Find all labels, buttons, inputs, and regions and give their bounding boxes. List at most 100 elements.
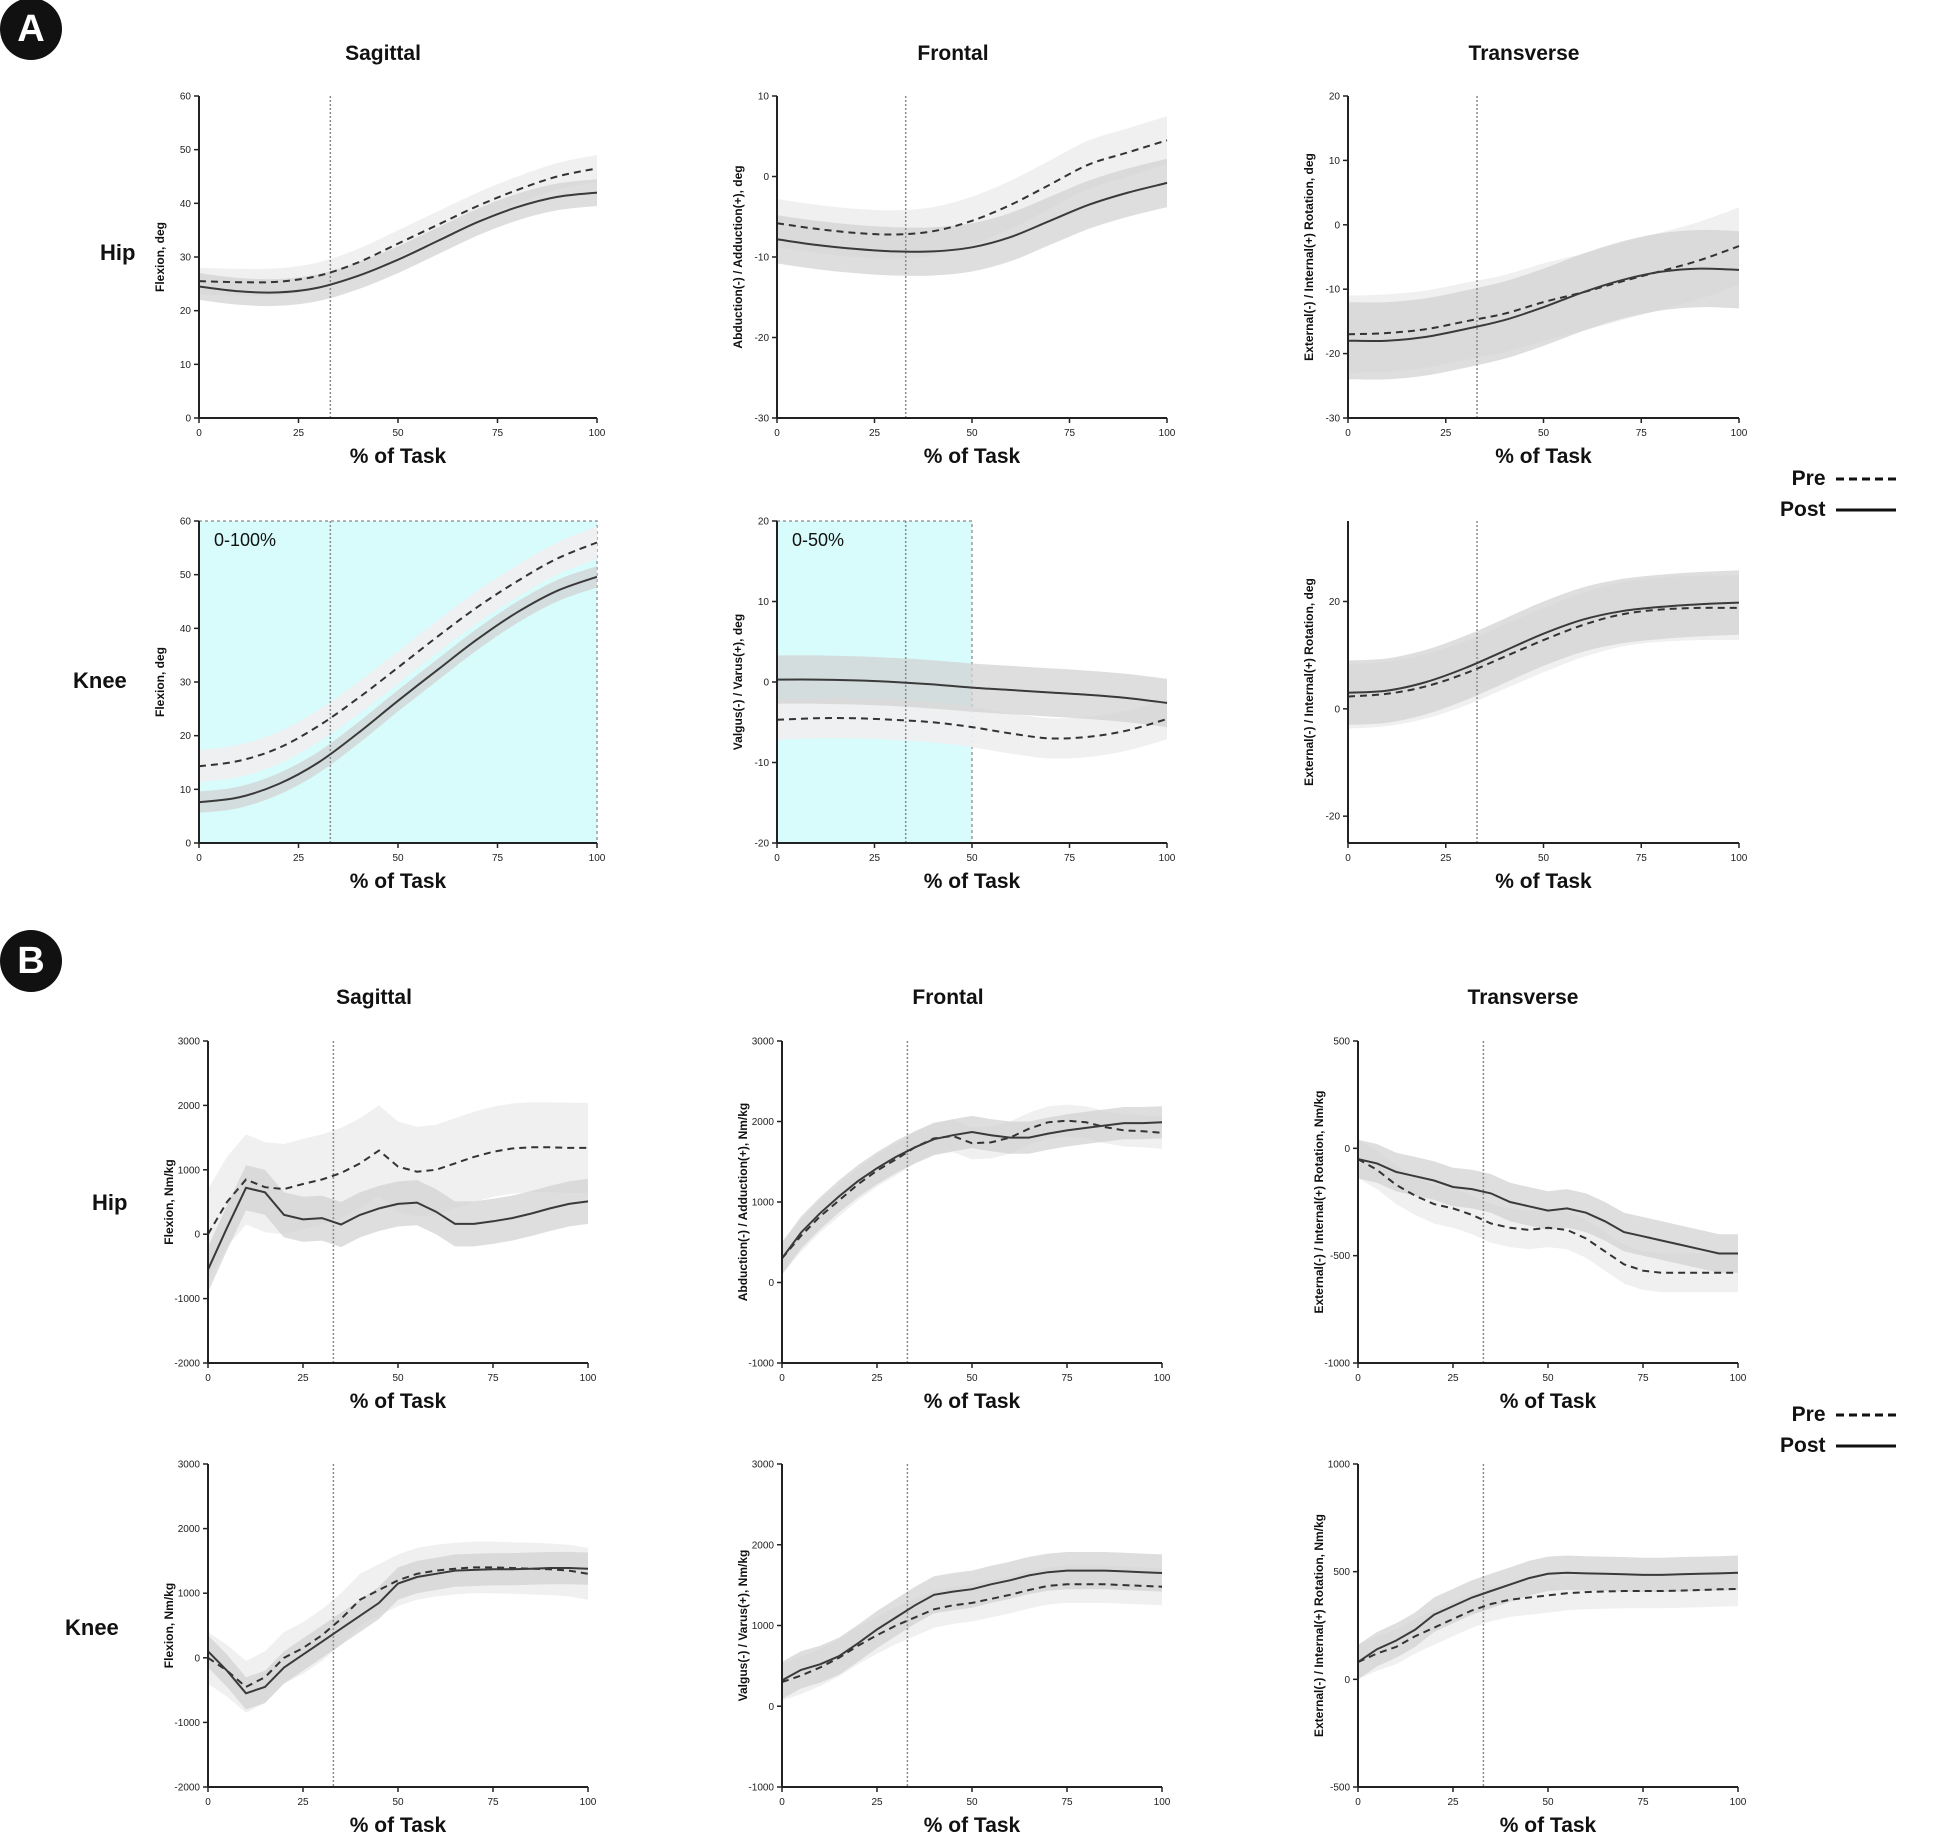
x-tick-label: 100 — [1159, 853, 1176, 864]
x-tick-label: 100 — [1730, 1373, 1747, 1384]
x-tick-label: 25 — [869, 428, 881, 439]
series-line-post — [776, 678, 1168, 704]
x-tick-label: 25 — [1440, 853, 1452, 864]
y-tick-label: 30 — [180, 678, 192, 689]
y-tick-label: -10 — [755, 758, 770, 769]
y-tick-label: -1000 — [748, 1783, 774, 1794]
y-tick-label: 2000 — [178, 1524, 201, 1535]
column-title-frontal: Frontal — [912, 986, 984, 1009]
y-tick-label: 0 — [1344, 1144, 1350, 1155]
y-tick-label: 20 — [180, 731, 192, 742]
column-title-frontal: Frontal — [917, 42, 989, 65]
column-title-transverse: Transverse — [1468, 42, 1580, 65]
x-tick-label: 0 — [774, 428, 780, 439]
legend-swatch-pre — [1835, 477, 1896, 480]
y-tick-label: 1000 — [752, 1198, 775, 1209]
series-line-post — [776, 181, 1168, 253]
y-tick-label: 1000 — [752, 1621, 775, 1632]
x-axis-label: % of Task — [924, 1390, 1021, 1413]
x-tick-label: 0 — [779, 1797, 785, 1808]
x-tick-label: 50 — [966, 853, 978, 864]
x-tick-label: 0 — [205, 1797, 211, 1808]
x-tick-label: 75 — [1636, 428, 1648, 439]
x-tick-label: 100 — [580, 1373, 597, 1384]
y-axis-label: Valgus(-) / Varus(+), Nm/kg — [736, 1550, 750, 1702]
y-tick-label: 20 — [1329, 597, 1341, 608]
y-tick-label: -20 — [755, 333, 770, 344]
y-tick-label: 60 — [180, 517, 192, 528]
band-post — [777, 158, 1167, 276]
y-axis-label: External(-) / Internal(+) Rotation, deg — [1302, 578, 1316, 786]
series-line-pre — [1357, 1587, 1739, 1664]
x-axis-label: % of Task — [350, 445, 447, 468]
series-line-post — [1357, 1571, 1739, 1663]
chart-B-hip-transverse: 0 25 50 75 100 -1000 -500 0 500 % of Task External… — [1312, 1037, 1747, 1414]
chart-B-knee-transverse: 0 25 50 75 100 -500 0 500 1000 % of Task External(… — [1312, 1460, 1747, 1838]
x-tick-label: 75 — [487, 1373, 499, 1384]
y-tick-label: 0 — [768, 1702, 774, 1713]
band-post — [1348, 229, 1739, 380]
x-axis-label: % of Task — [350, 1814, 447, 1837]
y-tick-label: 1000 — [178, 1165, 201, 1176]
y-tick-label: 60 — [180, 92, 192, 103]
y-tick-label: -1000 — [174, 1294, 200, 1305]
row-label-hip: Hip — [92, 1190, 128, 1215]
x-tick-label: 50 — [1542, 1373, 1554, 1384]
band-post — [1358, 1555, 1738, 1680]
x-tick-label: 25 — [1447, 1373, 1459, 1384]
x-tick-label: 75 — [487, 1797, 499, 1808]
y-tick-label: 30 — [180, 253, 192, 264]
x-tick-label: 0 — [779, 1373, 785, 1384]
y-tick-label: 2000 — [752, 1540, 775, 1551]
chart-A-knee-sagittal: 0 25 50 75 100 0 10 20 30 40 50 60 % of Task Flexion,… — [153, 517, 606, 894]
x-axis-label: % of Task — [350, 1390, 447, 1413]
x-axis-label: % of Task — [924, 1814, 1021, 1837]
y-tick-label: 0 — [763, 172, 769, 183]
band-post — [1358, 1139, 1738, 1273]
x-tick-label: 25 — [293, 853, 305, 864]
row-label-knee: Knee — [73, 668, 127, 693]
y-tick-label: -2000 — [174, 1359, 200, 1370]
band-post — [208, 1551, 588, 1710]
y-tick-label: 10 — [180, 785, 192, 796]
band-pre — [199, 526, 597, 783]
legend-label-post: Post — [1780, 497, 1826, 521]
y-tick-label: -10 — [1326, 285, 1341, 296]
band-post — [208, 1165, 588, 1293]
x-tick-label: 25 — [297, 1373, 309, 1384]
y-tick-label: 1000 — [1328, 1460, 1351, 1471]
y-axis-label: Abduction(-) / Adduction(+), deg — [731, 165, 745, 348]
legend-item-pre: Pre — [1780, 1399, 1898, 1430]
x-axis-label: % of Task — [1500, 1390, 1597, 1413]
y-tick-label: 0 — [194, 1653, 200, 1664]
row-label-knee: Knee — [65, 1615, 119, 1640]
x-tick-label: 0 — [205, 1373, 211, 1384]
x-tick-label: 0 — [196, 853, 202, 864]
series-line-post — [781, 1569, 1163, 1682]
y-tick-label: -30 — [1326, 414, 1341, 425]
x-tick-label: 50 — [392, 853, 404, 864]
y-tick-label: -20 — [1326, 349, 1341, 360]
y-axis-label: Abduction(-) / Adduction(+), Nm/kg — [736, 1103, 750, 1302]
x-tick-label: 25 — [1440, 428, 1452, 439]
y-tick-label: 3000 — [178, 1460, 201, 1471]
x-tick-label: 50 — [392, 1373, 404, 1384]
x-tick-label: 75 — [1636, 853, 1648, 864]
y-tick-label: 3000 — [752, 1460, 775, 1471]
x-tick-label: 75 — [492, 428, 504, 439]
y-axis-label: External(-) / Internal(+) Rotation, Nm/k… — [1312, 1090, 1326, 1313]
series-line-post — [198, 575, 598, 804]
band-pre — [199, 155, 597, 296]
band-post — [199, 179, 597, 307]
x-tick-label: 50 — [1542, 1797, 1554, 1808]
series-line-post — [781, 1121, 1163, 1259]
chart-A-knee-frontal: 0 25 50 75 100 -20 -10 0 10 20 % of Task Valgus(-) … — [731, 517, 1176, 894]
legend-item-post: Post — [1780, 494, 1898, 525]
x-tick-label: 0 — [1355, 1373, 1361, 1384]
series-line-pre — [198, 167, 598, 284]
band-post — [777, 655, 1167, 728]
x-tick-label: 0 — [774, 853, 780, 864]
series-line-pre — [1347, 606, 1740, 698]
chart-A-hip-sagittal: 0 25 50 75 100 0 10 20 30 40 50 60 % of Task Flexion,… — [153, 92, 606, 469]
legend-swatch-post — [1835, 1444, 1896, 1447]
